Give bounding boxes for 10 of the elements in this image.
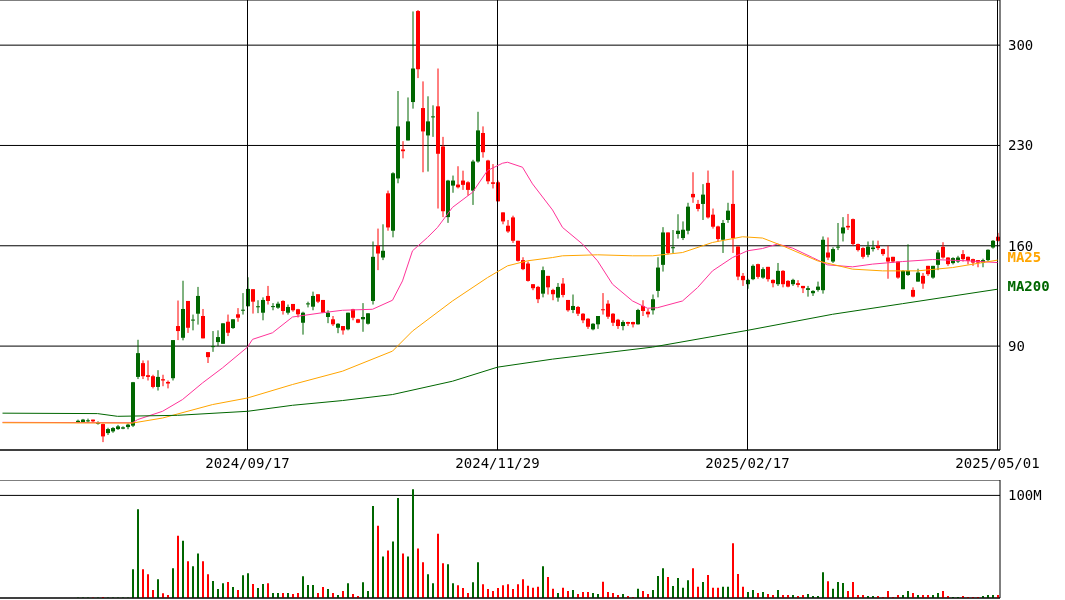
series-label: MA200 [1007, 278, 1050, 295]
series-label: MA25 [1007, 249, 1042, 266]
y-tick-label: 230 [1008, 137, 1034, 154]
y-tick-label: 100M [1008, 487, 1042, 504]
x-tick-label: 2024/11/29 [455, 454, 540, 471]
x-tick-label: 2025/02/17 [705, 454, 790, 471]
y-tick-label: 300 [1008, 37, 1034, 54]
x-tick-label: 2024/09/17 [205, 454, 290, 471]
y-tick-label: 90 [1008, 338, 1025, 355]
x-tick-label: 2025/05/01 [955, 454, 1040, 471]
